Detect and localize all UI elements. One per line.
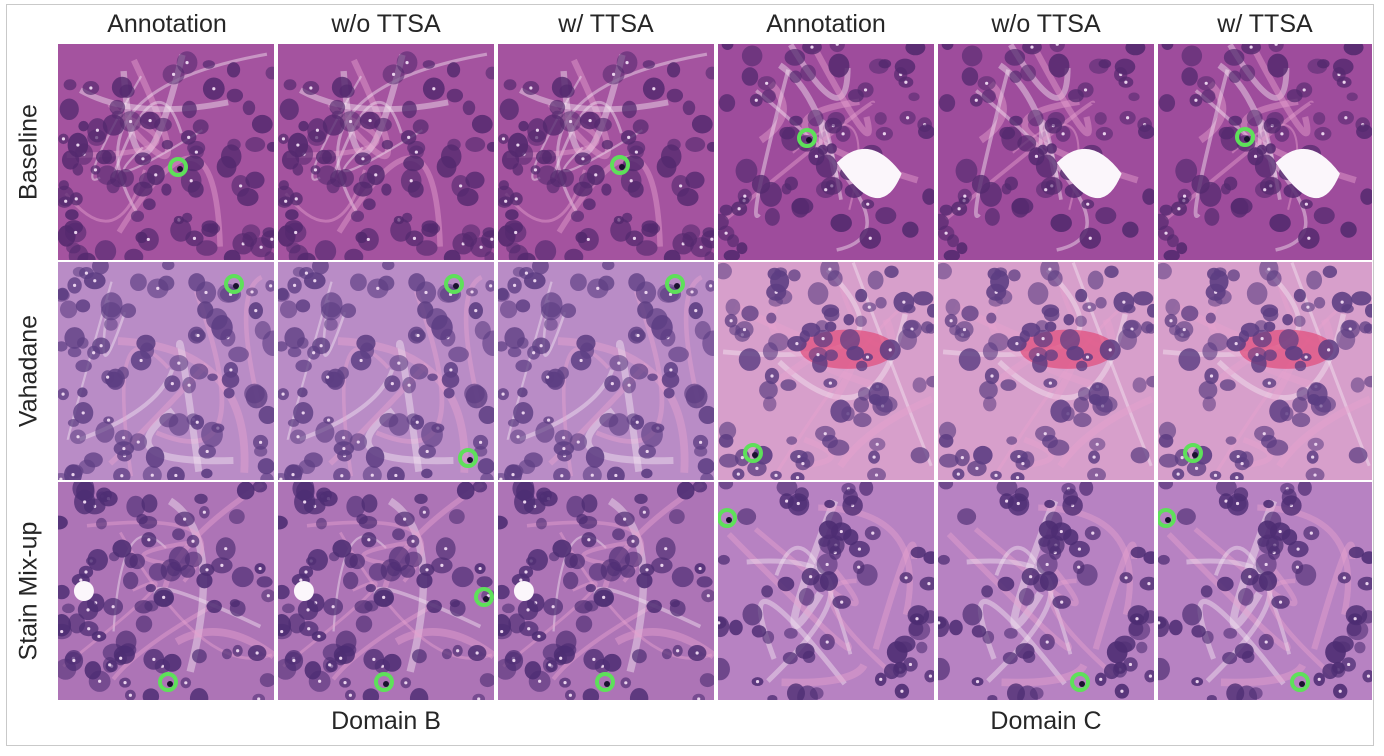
column-header-with-ttsa-c: w/ TTSA — [1217, 10, 1313, 38]
marker-ring-icon — [797, 128, 817, 148]
column-header-with-ttsa-b: w/ TTSA — [558, 10, 654, 38]
tissue-tile — [278, 262, 494, 480]
column-header-without-ttsa-c: w/o TTSA — [991, 10, 1101, 38]
tissue-tile — [1158, 482, 1372, 700]
row-header-baseline: Baseline — [14, 104, 43, 200]
marker-ring-icon — [595, 672, 615, 692]
figure-frame — [6, 4, 1374, 746]
tissue-tile — [58, 482, 274, 700]
marker-ring-icon — [1235, 127, 1255, 147]
tissue-tile — [498, 482, 714, 700]
tissue-tile — [938, 44, 1154, 260]
row-header-vahadane: Vahadane — [14, 314, 43, 428]
tissue-tile — [718, 262, 934, 480]
marker-ring-icon — [718, 508, 737, 528]
marker-ring-icon — [168, 157, 188, 177]
tissue-tile — [938, 482, 1154, 700]
tissue-tile — [1158, 262, 1372, 480]
tissue-tile — [718, 482, 934, 700]
marker-ring-icon — [610, 155, 630, 175]
tissue-tile — [58, 44, 274, 260]
marker-ring-icon — [474, 587, 494, 607]
column-header-annotation-b: Annotation — [107, 10, 227, 38]
marker-ring-icon — [1183, 443, 1203, 463]
marker-ring-icon — [444, 274, 464, 294]
tissue-tile — [718, 44, 934, 260]
column-header-annotation-c: Annotation — [766, 10, 886, 38]
tissue-tile — [938, 262, 1154, 480]
marker-ring-icon — [1158, 508, 1176, 528]
marker-ring-icon — [665, 274, 685, 294]
marker-ring-icon — [1290, 672, 1310, 692]
marker-ring-icon — [158, 672, 178, 692]
tissue-tile — [498, 262, 714, 480]
domain-label-c: Domain C — [990, 707, 1102, 735]
marker-ring-icon — [1070, 672, 1090, 692]
domain-label-b: Domain B — [331, 707, 441, 735]
tissue-tile — [278, 44, 494, 260]
tissue-tile — [498, 44, 714, 260]
column-header-without-ttsa-b: w/o TTSA — [331, 10, 441, 38]
tissue-tile — [1158, 44, 1372, 260]
tissue-tile — [58, 262, 274, 480]
tissue-tile — [278, 482, 494, 700]
marker-ring-icon — [743, 443, 763, 463]
marker-ring-icon — [224, 274, 244, 294]
row-header-stain-mixup: Stain Mix-up — [14, 521, 43, 661]
marker-ring-icon — [458, 448, 478, 468]
marker-ring-icon — [374, 672, 394, 692]
